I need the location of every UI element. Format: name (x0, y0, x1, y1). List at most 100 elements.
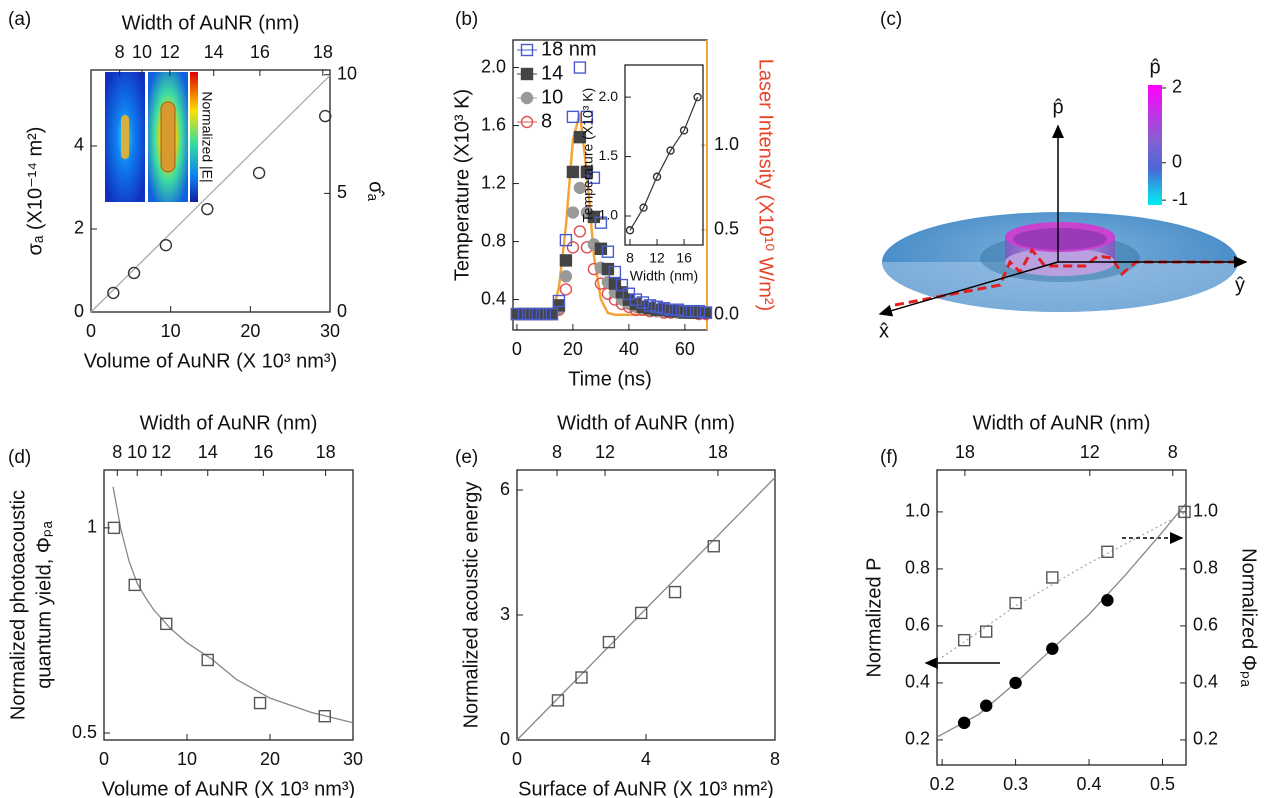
legend-label: 10 (541, 86, 563, 108)
data-point (566, 241, 580, 254)
data-point (580, 110, 594, 124)
data-point (1101, 545, 1114, 559)
y-axis-label: Normalized P (863, 557, 885, 677)
y-tick-label: 1 (87, 517, 97, 537)
data-point (679, 126, 689, 135)
y2-tick-label: 0.5 (714, 219, 739, 239)
legend-marker (520, 91, 534, 105)
x-axis-label: Surface of AuNR (X 10³ nm²) (518, 778, 774, 798)
series-line (629, 96, 699, 231)
x-tick-label: 0.2 (930, 774, 955, 794)
colorbar (1148, 85, 1162, 205)
data-point (573, 130, 587, 144)
x2-tick-label: 14 (204, 42, 224, 62)
profile-line (894, 247, 1240, 307)
data-point (531, 307, 545, 321)
data-point (573, 225, 587, 238)
x2-axis-label: Width of AuNR (nm) (973, 412, 1151, 434)
x2-tick-label: 18 (316, 442, 336, 462)
x-tick-label: 0 (99, 749, 109, 769)
y-tick-label: 0 (500, 729, 510, 749)
data-point (517, 307, 531, 321)
data-point (657, 302, 671, 315)
data-point (566, 206, 580, 219)
legend-marker (520, 115, 534, 129)
data-point (664, 303, 678, 316)
axis-label: x̂ (879, 320, 889, 342)
y-tick-label: 0.6 (905, 615, 930, 635)
y2-tick-label: 5 (337, 182, 347, 202)
data-point (552, 294, 566, 308)
y2-tick-label: 10 (337, 63, 357, 83)
data-point (107, 286, 120, 300)
data-point (160, 617, 173, 631)
y-tick-label: 0.4 (905, 672, 930, 692)
data-point (692, 304, 706, 318)
y-tick-label: 0.5 (72, 722, 97, 742)
surface-shade (882, 262, 1238, 312)
data-point (1046, 642, 1059, 655)
data-point (957, 716, 971, 730)
x-tick-label: 0.4 (1077, 774, 1102, 794)
data-point (573, 181, 587, 195)
plot-frame (624, 64, 704, 246)
data-point (639, 203, 648, 212)
data-point (594, 216, 608, 229)
y2-axis-label: Normalized Φₚₐ (1238, 548, 1260, 687)
x-tick-label: 8 (626, 250, 634, 266)
x-tick-label: 60 (675, 339, 695, 359)
y2-tick-label: 0 (337, 301, 347, 321)
y2-tick-label: 0.6 (1193, 615, 1218, 635)
panel-label: (d) (8, 447, 31, 468)
data-point (319, 109, 332, 123)
x-tick-label: 16 (676, 250, 692, 266)
y2-tick-label: 0.8 (1193, 558, 1218, 578)
y-axis-label: quantum yield, Φₚₐ (33, 521, 55, 689)
data-point (551, 694, 565, 707)
data-point (566, 110, 580, 124)
y2-axis-label: Laser Intensity (X10¹⁰ W/m²) (755, 59, 777, 312)
surface-plot: p̂ ŷ x̂ p̂ (878, 56, 1248, 342)
x-axis-label: Volume of AuNR (X 10³ nm³) (102, 778, 355, 798)
panel-label: (a) (8, 9, 31, 30)
legend-marker (520, 67, 534, 81)
y2-tick-label: 0.2 (1193, 729, 1218, 749)
data-point (201, 202, 214, 216)
x2-tick-label: 16 (253, 442, 273, 462)
data-point (601, 245, 615, 258)
y-axis-label: σₐ (X10⁻¹⁴ m²) (24, 127, 46, 256)
x2-tick-label: 8 (112, 442, 122, 462)
x2-axis-label: Width of AuNR (nm) (557, 412, 735, 434)
x-axis-label: Volume of AuNR (X 10³ nm³) (84, 350, 337, 372)
field-colorbar (190, 72, 198, 202)
y-tick-label: 4 (74, 135, 84, 155)
y-tick-label: 6 (500, 479, 510, 499)
x-tick-label: 40 (619, 339, 639, 359)
colorbar-tick-label: 2 (1172, 77, 1182, 97)
x2-tick-label: 10 (127, 442, 147, 462)
data-point (201, 653, 214, 667)
data-point (252, 166, 266, 180)
data-point (668, 585, 682, 599)
plot-frame (103, 469, 354, 741)
fit-line (936, 502, 1187, 738)
x2-axis-label: Width of AuNR (nm) (122, 12, 300, 34)
x-axis-label: Time (ns) (568, 368, 652, 390)
data-point (615, 286, 629, 299)
x-tick-label: 0.3 (1003, 774, 1028, 794)
x2-tick-label: 18 (955, 442, 975, 462)
x2-tick-label: 10 (132, 42, 152, 62)
y-axis-label: Normalized acoustic energy (460, 482, 482, 729)
data-point (545, 307, 559, 321)
x-tick-label: 20 (563, 339, 583, 359)
panel-label: (b) (455, 9, 478, 30)
data-point (318, 710, 331, 723)
data-point (625, 226, 635, 235)
data-point (1046, 571, 1059, 584)
x-axis-label: Width (nm) (630, 268, 698, 284)
x2-tick-label: 18 (313, 42, 333, 62)
y-tick-label: 0.2 (905, 729, 930, 749)
axis-label: ŷ (1235, 274, 1245, 296)
surface-peak (1013, 228, 1107, 250)
y-tick-label: 2.0 (599, 88, 619, 104)
